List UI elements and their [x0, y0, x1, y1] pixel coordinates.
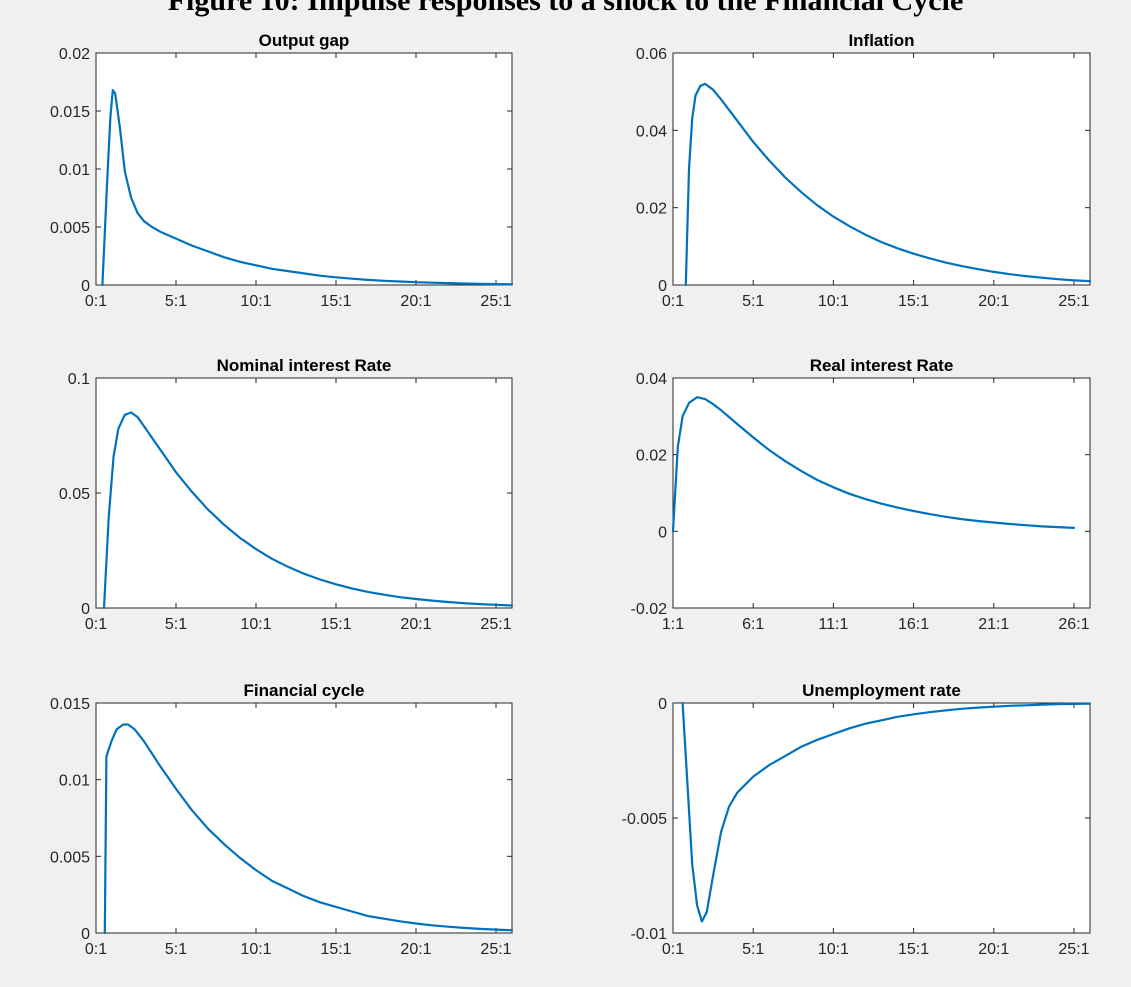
y-tick-label: 0 — [658, 524, 667, 541]
subplot-4: Real interest Rate -0.02 0 0.02 0.04 1:1 6:1 11… — [631, 356, 1091, 633]
x-tick-label: 25:1 — [480, 293, 511, 310]
x-tick-label: 25:1 — [1058, 293, 1089, 310]
x-tick-label: 26:1 — [1058, 616, 1089, 633]
subplot-5: Financial cycle 0 0.005 0.01 0.015 0:1 5:1 10:1… — [50, 681, 514, 958]
y-tick-label: -0.02 — [631, 601, 668, 618]
y-tick-label: 0 — [658, 278, 667, 295]
series-line-1 — [684, 82, 1092, 287]
x-tick-label: 20:1 — [978, 293, 1009, 310]
x-tick-label: 6:1 — [742, 616, 764, 633]
x-tick-label: 10:1 — [240, 941, 271, 958]
y-tick-label: 0 — [81, 601, 90, 618]
x-tick-label: 1:1 — [662, 616, 684, 633]
x-tick-label: 25:1 — [1058, 941, 1089, 958]
y-tick-label: 0.01 — [59, 773, 90, 790]
subplot-title: Real interest Rate — [810, 356, 954, 375]
x-tick-label: 5:1 — [165, 616, 187, 633]
series-line-1 — [103, 723, 514, 935]
x-tick-label: 0:1 — [85, 941, 107, 958]
plot-area — [95, 377, 513, 609]
x-tick-label: 25:1 — [480, 616, 511, 633]
subplot-3: Nominal interest Rate 0 0.05 0.1 0:1 5:1 10:1 1… — [59, 356, 514, 633]
subplot-title: Inflation — [848, 31, 914, 50]
y-tick-label: 0 — [81, 278, 90, 295]
y-tick-label: -0.01 — [631, 926, 668, 943]
x-tick-label: 20:1 — [978, 941, 1009, 958]
x-tick-label: 10:1 — [818, 941, 849, 958]
figure-caption: Figure 10: Impulse responses to a shock … — [167, 0, 964, 17]
x-tick-label: 5:1 — [165, 293, 187, 310]
x-tick-label: 10:1 — [240, 616, 271, 633]
plot-area — [672, 52, 1091, 286]
y-tick-label: 0.02 — [636, 201, 667, 218]
plot-area — [672, 702, 1091, 934]
x-tick-label: 15:1 — [898, 941, 929, 958]
x-tick-label: 0:1 — [662, 941, 684, 958]
x-tick-label: 20:1 — [400, 616, 431, 633]
x-tick-label: 20:1 — [400, 293, 431, 310]
x-tick-label: 5:1 — [165, 941, 187, 958]
y-tick-label: 0.02 — [59, 46, 90, 63]
y-tick-label: 0.1 — [68, 371, 90, 388]
subplot-title: Output gap — [259, 31, 350, 50]
subplot-title: Unemployment rate — [802, 681, 961, 700]
subplot-1: Output gap 0 0.005 0.01 0.015 0.02 0:1 5:1 10:1 1… — [50, 31, 514, 310]
y-tick-label: 0.005 — [50, 220, 90, 237]
plot-area — [95, 702, 513, 934]
y-tick-label: -0.005 — [622, 811, 667, 828]
y-tick-label: 0.04 — [636, 371, 667, 388]
x-tick-label: 25:1 — [480, 941, 511, 958]
plot-area — [672, 377, 1091, 609]
subplot-6: Unemployment rate -0.01 -0.005 0 0:1 5:1 10:1 1… — [622, 681, 1092, 958]
x-tick-label: 15:1 — [320, 941, 351, 958]
plot-area — [95, 52, 513, 286]
y-tick-label: 0.015 — [50, 104, 90, 121]
x-tick-label: 0:1 — [85, 293, 107, 310]
x-tick-label: 5:1 — [742, 941, 764, 958]
y-tick-label: 0 — [81, 926, 90, 943]
subplot-title: Financial cycle — [244, 681, 365, 700]
x-tick-label: 15:1 — [898, 293, 929, 310]
x-tick-label: 15:1 — [320, 616, 351, 633]
y-tick-label: 0 — [658, 696, 667, 713]
y-tick-label: 0.01 — [59, 162, 90, 179]
x-tick-label: 0:1 — [662, 293, 684, 310]
series-line-1 — [101, 88, 514, 287]
x-tick-label: 5:1 — [742, 293, 764, 310]
x-tick-label: 20:1 — [400, 941, 431, 958]
subplot-title: Nominal interest Rate — [217, 356, 392, 375]
x-tick-label: 16:1 — [898, 616, 929, 633]
x-tick-label: 0:1 — [85, 616, 107, 633]
x-tick-label: 15:1 — [320, 293, 351, 310]
x-tick-label: 10:1 — [818, 293, 849, 310]
y-tick-label: 0.05 — [59, 486, 90, 503]
x-tick-label: 11:1 — [818, 616, 848, 633]
y-tick-label: 0.04 — [636, 123, 667, 140]
series-line-1 — [671, 396, 1076, 533]
x-tick-label: 10:1 — [240, 293, 271, 310]
series-line-1 — [681, 701, 1092, 923]
y-tick-label: 0.06 — [636, 46, 667, 63]
y-tick-label: 0.02 — [636, 448, 667, 465]
series-line-1 — [102, 411, 514, 610]
y-tick-label: 0.015 — [50, 696, 90, 713]
subplot-2: Inflation 0 0.02 0.04 0.06 0:1 5:1 10:1 15:1 20:1… — [636, 31, 1092, 310]
x-tick-label: 21:1 — [978, 616, 1009, 633]
y-tick-label: 0.005 — [50, 849, 90, 866]
